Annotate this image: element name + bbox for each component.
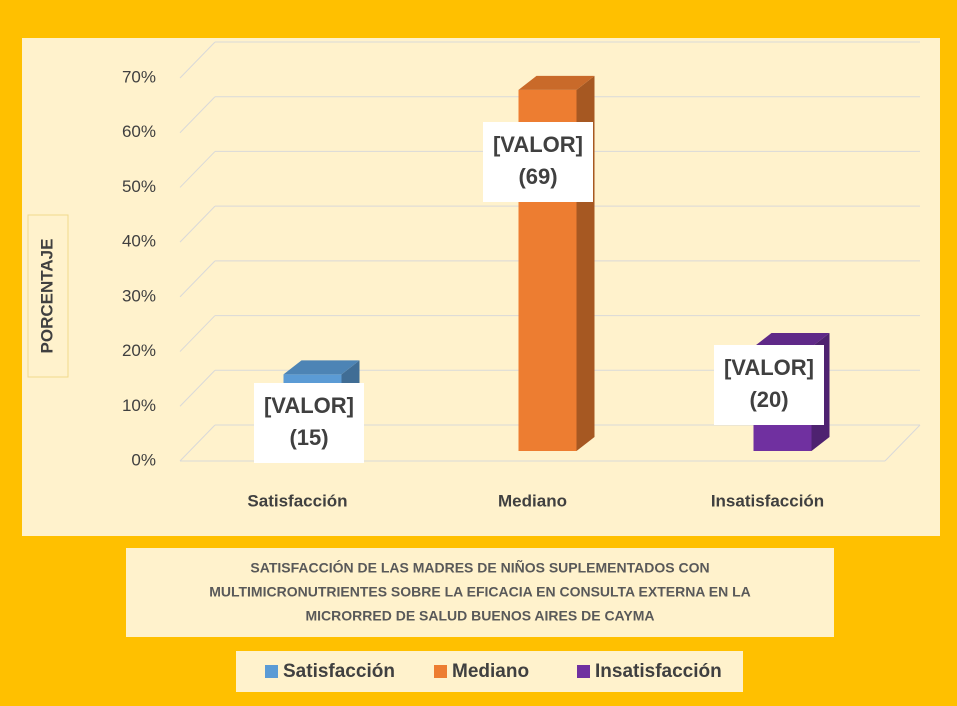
legend-swatch <box>434 665 447 678</box>
data-label-box <box>714 345 824 425</box>
grid-line <box>179 424 216 462</box>
y-axis-label: PORCENTAJE <box>37 239 56 354</box>
y-tick-label: 70% <box>122 67 156 86</box>
bar-top <box>753 333 830 348</box>
grid-line <box>179 151 216 188</box>
data-label: (20) <box>749 387 788 412</box>
bar-top <box>283 360 360 375</box>
x-tick-label: Insatisfacción <box>711 491 824 510</box>
y-tick-label: 40% <box>122 232 156 251</box>
floor-edge <box>884 424 921 462</box>
legend-box <box>236 651 743 692</box>
y-tick-label: 20% <box>122 341 156 360</box>
title-box <box>126 548 834 637</box>
chart-title: MICRORRED DE SALUD BUENOS AIRES DE CAYMA <box>306 608 655 624</box>
data-label: (15) <box>289 425 328 450</box>
grid-line <box>179 315 216 352</box>
grid-line <box>179 96 216 134</box>
data-label: [VALOR] <box>493 132 583 157</box>
legend-swatch <box>577 665 590 678</box>
y-tick-label: 50% <box>122 177 156 196</box>
data-label-box <box>254 383 364 463</box>
legend-label: Satisfacción <box>283 661 395 682</box>
legend-label: Mediano <box>452 661 529 682</box>
grid-line <box>179 260 216 298</box>
chart-title: SATISFACCIÓN DE LAS MADRES DE NIÑOS SUPL… <box>250 559 709 576</box>
data-label: [VALOR] <box>724 355 814 380</box>
y-tick-label: 10% <box>122 396 156 415</box>
data-label-box <box>483 122 593 202</box>
y-tick-label: 0% <box>131 450 156 469</box>
y-tick-label: 30% <box>122 286 156 305</box>
legend-label: Insatisfacción <box>595 661 722 682</box>
data-label: (69) <box>518 164 557 189</box>
y-tick-label: 60% <box>122 122 156 141</box>
bar-top <box>518 75 595 90</box>
grid-line <box>179 41 216 79</box>
grid-line <box>179 205 216 243</box>
legend-swatch <box>265 665 278 678</box>
x-tick-label: Mediano <box>498 491 567 510</box>
chart-title: MULTIMICRONUTRIENTES SOBRE LA EFICACIA E… <box>209 584 751 600</box>
plot-area <box>22 38 940 536</box>
y-label-box <box>27 214 69 378</box>
data-label: [VALOR] <box>264 393 354 418</box>
x-tick-label: Satisfacción <box>247 491 347 510</box>
grid-line <box>179 369 216 407</box>
